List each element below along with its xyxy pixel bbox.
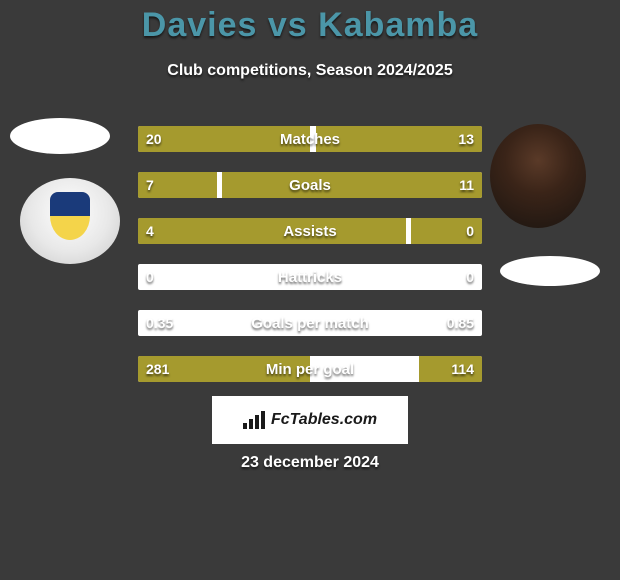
player-left-photo	[10, 118, 110, 154]
stat-row: 40Assists	[138, 218, 482, 244]
stat-row: 711Goals	[138, 172, 482, 198]
player-left-crest	[20, 178, 120, 264]
branding-text: FcTables.com	[271, 411, 377, 429]
bar-label: Hattricks	[138, 264, 482, 290]
bar-label: Min per goal	[138, 356, 482, 382]
date-text: 23 december 2024	[0, 454, 620, 472]
title-text: Davies vs Kabamba	[0, 6, 620, 45]
stat-row: 281114Min per goal	[138, 356, 482, 382]
bar-label: Assists	[138, 218, 482, 244]
player-right-photo	[490, 124, 586, 228]
stat-bars: 2013Matches 711Goals 40Assists 00Hattricks 0…	[138, 126, 482, 402]
stat-row: 2013Matches	[138, 126, 482, 152]
comparison-infographic: Davies vs Kabamba Club competitions, Sea…	[0, 0, 620, 580]
subtitle-text: Club competitions, Season 2024/2025	[0, 62, 620, 80]
bar-label: Matches	[138, 126, 482, 152]
branding-box: FcTables.com	[212, 396, 408, 444]
player-right-crest	[500, 256, 600, 286]
bar-label: Goals	[138, 172, 482, 198]
chart-icon	[243, 411, 265, 429]
stat-row: 0.350.85Goals per match	[138, 310, 482, 336]
bar-label: Goals per match	[138, 310, 482, 336]
stat-row: 00Hattricks	[138, 264, 482, 290]
